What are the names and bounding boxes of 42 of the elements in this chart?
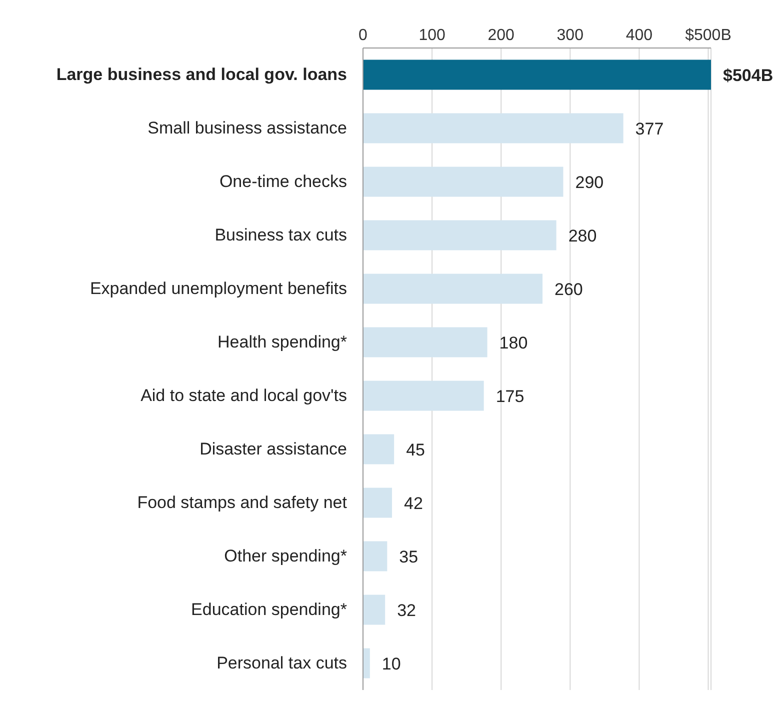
bar [363,648,370,678]
bar [363,541,388,572]
data-label: 32 [397,600,416,620]
y-tick-label: Business tax cuts [214,225,347,244]
y-tick-label: Other spending* [224,546,348,566]
y-tick-label: One-time checks [219,172,347,191]
bar [363,113,624,144]
bar [363,434,394,464]
data-label: 377 [635,119,664,138]
data-label: 35 [399,547,418,566]
y-tick-label: Disaster assistance [200,439,347,458]
x-tick-label: 200 [488,27,515,44]
y-tick-label: Aid to state and local gov'ts [140,386,347,405]
y-tick-label: Small business assistance [148,118,347,138]
y-tick-label: Personal tax cuts [216,653,347,672]
bar [363,274,543,304]
data-label: $504B [723,66,774,85]
bar [363,327,488,358]
x-tick-label: 0 [358,27,368,44]
data-label: 280 [568,226,597,246]
data-label: 45 [406,440,425,460]
bar [363,488,392,518]
bar [363,380,484,411]
data-label: 180 [499,333,528,352]
bar [363,594,386,625]
y-tick-label: Health spending* [218,332,348,352]
y-tick-label: Expanded unemployment benefits [90,278,347,298]
bar [363,166,564,197]
x-tick-label: 100 [418,27,446,44]
bar [363,220,556,250]
data-label: 290 [575,172,604,192]
data-label: 175 [496,386,524,406]
y-tick-label: Food stamps and safety net [137,492,348,512]
data-label: 260 [554,280,583,299]
x-tick-label: 400 [626,27,653,44]
y-tick-label: Education spending* [191,600,348,619]
bar [363,60,711,90]
x-tick-label: 300 [556,27,584,44]
data-label: 42 [404,494,423,513]
data-label: 10 [382,654,401,674]
y-tick-label: Large business and local gov. loans [56,64,347,84]
x-tick-label: $500B [685,27,732,44]
